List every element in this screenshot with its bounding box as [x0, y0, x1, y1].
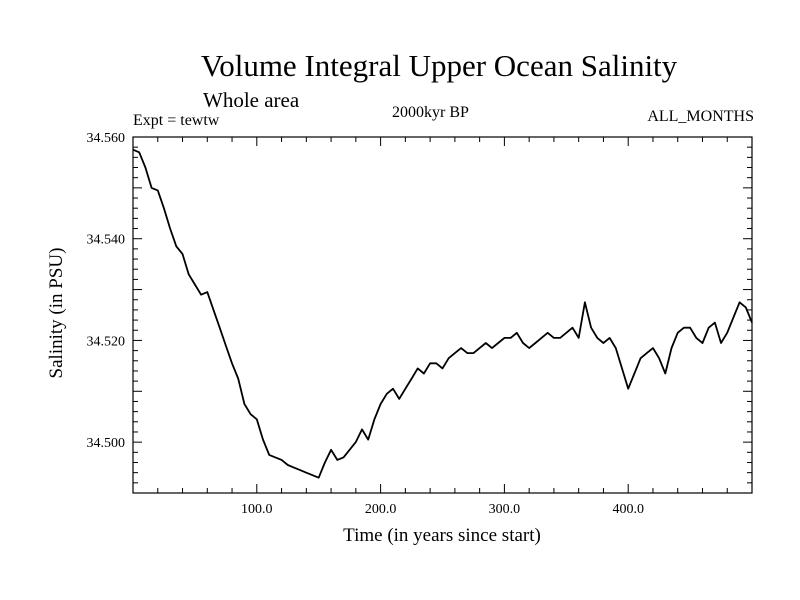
y-tick-label: 34.520	[87, 334, 126, 349]
axis-ticks	[133, 137, 752, 493]
x-tick-label: 100.0	[241, 502, 273, 517]
y-tick-label: 34.540	[87, 233, 126, 248]
experiment-label: Expt = tewtw	[133, 112, 220, 129]
x-tick-label: 200.0	[365, 502, 397, 517]
tick-labels: 100.0 200.0 300.0 400.0 34.500 34.520 34.540 34…	[87, 131, 644, 517]
chart-subtitle: Whole area	[203, 88, 300, 112]
chart-title: Volume Integral Upper Ocean Salinity	[200, 48, 678, 83]
y-tick-label: 34.500	[87, 436, 126, 451]
x-tick-label: 300.0	[489, 502, 521, 517]
y-tick-label: 34.560	[87, 131, 126, 146]
epoch-label: 2000kyr BP	[392, 104, 469, 121]
season-label: ALL_MONTHS	[647, 108, 754, 125]
x-tick-label: 400.0	[612, 502, 644, 517]
plot-frame	[132, 136, 753, 494]
x-axis-label: Time (in years since start)	[343, 525, 541, 546]
salinity-series-line	[132, 148, 753, 479]
